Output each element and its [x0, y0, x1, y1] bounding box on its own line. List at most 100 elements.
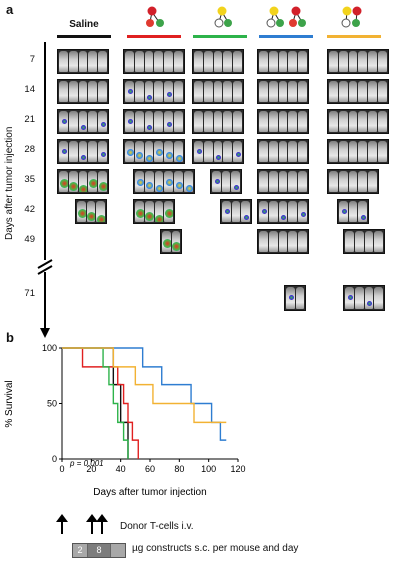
mouse-image: [259, 201, 268, 222]
bioluminescence-signal: [224, 209, 230, 214]
mouse-image: [233, 141, 242, 162]
bioluminescence-signal: [156, 185, 164, 192]
mouse-image: [288, 201, 298, 222]
x-tick-label: 40: [116, 464, 126, 474]
mouse-image-panel: [123, 139, 185, 164]
mouse-image: [348, 201, 358, 222]
time-axis: [37, 42, 53, 338]
mouse-image: [134, 111, 144, 132]
mouse-image: [213, 51, 223, 72]
mouse-image: [298, 111, 307, 132]
mouse-image: [135, 201, 144, 222]
panel-b-letter: b: [6, 330, 14, 345]
mouse-image: [98, 81, 107, 102]
mouse-image: [298, 171, 307, 192]
mouse-image: [171, 231, 180, 252]
arrow-up-icon: [56, 514, 68, 534]
mouse-image: [88, 81, 98, 102]
mouse-image: [59, 111, 68, 132]
bioluminescence-signal: [166, 122, 172, 127]
bioluminescence-signal: [162, 239, 171, 248]
survival-chart: 0 20 40 60 80 100 120 0 50 100 p = 0.001 % Surviv…: [4, 343, 246, 498]
mouse-image: [174, 51, 183, 72]
mouse-image: [378, 51, 387, 72]
mouse-image: [135, 171, 144, 192]
day-label-28: 28: [24, 144, 35, 155]
mouse-image: [348, 81, 358, 102]
mouse-image: [98, 171, 107, 192]
survival-line-3: [62, 347, 227, 441]
mouse-image: [144, 141, 154, 162]
mouse-image: [68, 51, 78, 72]
bioluminescence-signal: [146, 182, 154, 189]
mouse-image: [348, 111, 358, 132]
mouse-image: [203, 81, 213, 102]
bioluminescence-signal: [196, 149, 202, 154]
mouse-image: [298, 81, 307, 102]
mouse-image: [59, 141, 68, 162]
mouse-image: [338, 81, 348, 102]
mouse-image-panel: [57, 109, 109, 134]
mouse-image: [278, 231, 288, 252]
y-tick-label: 0: [52, 454, 57, 464]
chart-axes: 0 20 40 60 80 100 120 0 50 100: [42, 343, 246, 474]
mouse-image: [288, 171, 298, 192]
mouse-image: [268, 111, 278, 132]
mouse-image: [368, 81, 378, 102]
mouse-image-panel: [160, 229, 182, 254]
mouse-image: [223, 51, 233, 72]
bioluminescence-signal: [146, 155, 154, 162]
mouse-image: [213, 111, 223, 132]
yellow-green-red-green-construct-icon: [266, 6, 306, 28]
group-label-saline: Saline: [69, 19, 99, 30]
mouse-image: [203, 111, 213, 132]
day-label-7: 7: [29, 54, 35, 65]
mouse-image: [174, 141, 183, 162]
mouse-image: [164, 51, 174, 72]
mouse-image: [259, 111, 268, 132]
mouse-image: [288, 111, 298, 132]
mouse-image: [134, 81, 144, 102]
mouse-image: [231, 201, 241, 222]
red-green-construct-icon: [146, 6, 164, 27]
mouse-image: [288, 81, 298, 102]
x-axis-label: Days after tumor injection: [93, 487, 206, 498]
mouse-image: [88, 171, 98, 192]
survival-line-4: [62, 347, 227, 424]
mouse-image: [88, 51, 98, 72]
mouse-image: [339, 201, 348, 222]
dose-label: µg constructs s.c. per mouse and day: [132, 543, 299, 554]
mouse-image: [231, 171, 241, 192]
dose-cell-2: 2: [73, 544, 88, 557]
mouse-image: [154, 201, 164, 222]
mouse-image-panel: [343, 285, 385, 311]
mouse-image-panel: [327, 139, 389, 164]
dose-bar: 2 8: [72, 543, 126, 558]
mouse-image-panel: [133, 199, 175, 224]
bioluminescence-signal: [166, 92, 172, 97]
mouse-image: [259, 171, 268, 192]
mouse-image: [125, 141, 134, 162]
mouse-image-panel: [220, 199, 252, 224]
mouse-image: [78, 51, 88, 72]
mouse-image: [203, 141, 213, 162]
bioluminescence-signal: [61, 119, 67, 124]
bioluminescence-signal: [243, 215, 249, 220]
mouse-image: [125, 111, 134, 132]
mouse-image-panel: [284, 285, 306, 311]
mouse-image-panel: [75, 199, 107, 224]
mouse-image: [268, 141, 278, 162]
arrow-up-icon: [86, 514, 98, 534]
mouse-image: [164, 111, 174, 132]
mouse-image: [358, 51, 368, 72]
bioluminescence-signal: [165, 179, 173, 186]
mouse-image-panel: [327, 79, 389, 104]
mouse-image: [298, 201, 307, 222]
bioluminescence-signal: [367, 301, 372, 306]
day-label-35: 35: [24, 174, 35, 185]
mouse-image-panel: [327, 49, 389, 74]
x-tick-label: 0: [59, 464, 64, 474]
mouse-image: [338, 171, 348, 192]
mouse-image: [98, 51, 107, 72]
panel-a-letter: a: [6, 2, 14, 17]
